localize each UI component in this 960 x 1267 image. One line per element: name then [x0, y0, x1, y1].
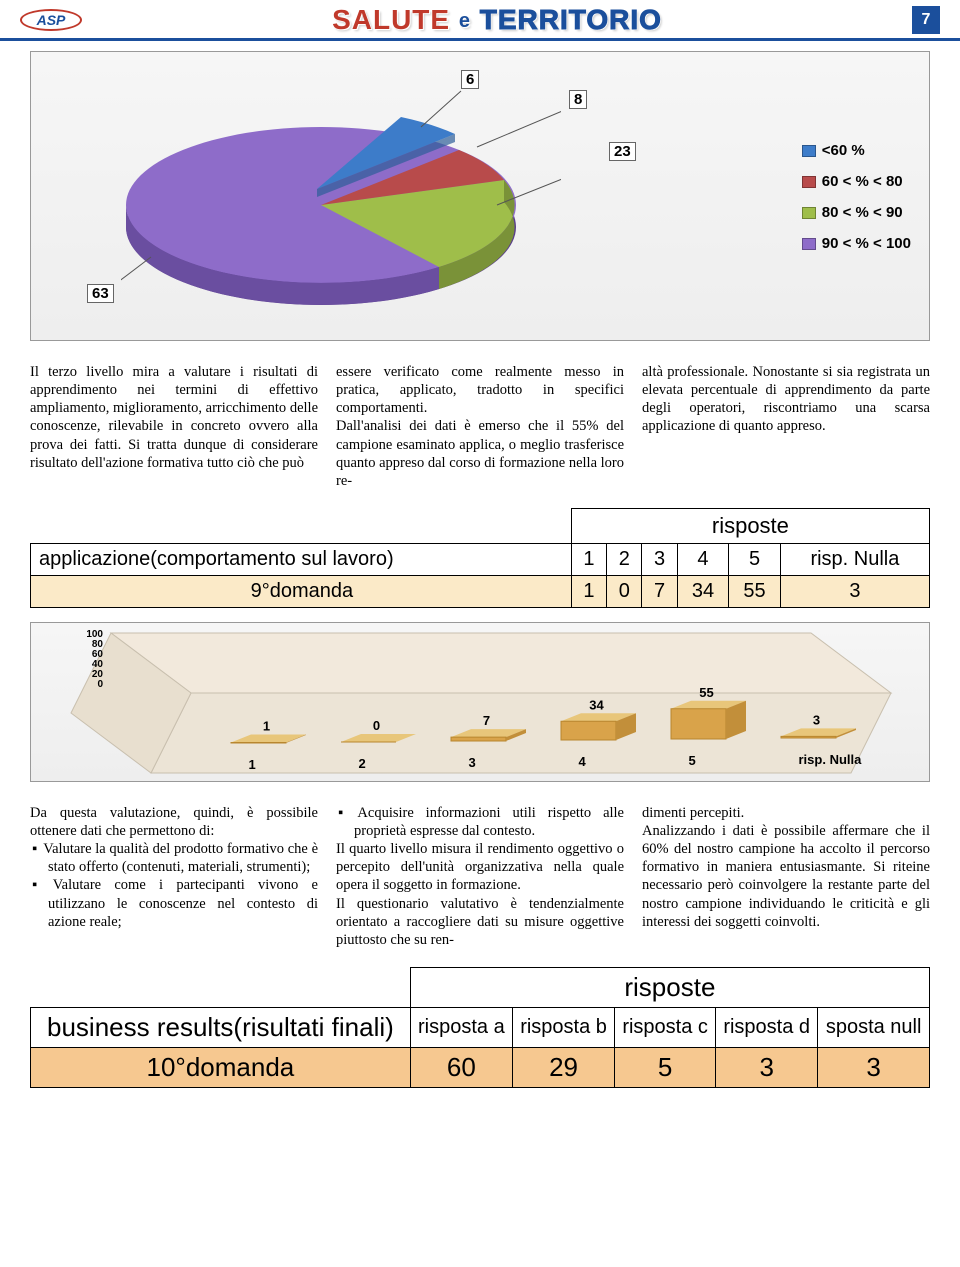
logo: ASP	[20, 9, 82, 31]
bullet-item: Valutare la qualità del prodotto formati…	[48, 840, 318, 876]
table1-row-label: applicazione(comportamento sul lavoro)	[31, 543, 572, 575]
text-block-2: Da questa valutazione, quindi, è possibi…	[0, 796, 960, 963]
table1-cell: 0	[607, 575, 642, 607]
page-title: SALUTE e TERRITORIO	[332, 4, 662, 36]
col2-bullet: Acquisire informazioni utili rispetto al…	[354, 804, 624, 840]
table2-col: sposta null	[818, 1007, 930, 1047]
table2-col: risposta a	[410, 1007, 512, 1047]
svg-text:risp. Nulla: risp. Nulla	[799, 752, 863, 767]
table1-cell: 55	[729, 575, 781, 607]
col-3: dimenti percepiti. Analizzando i dati è …	[642, 804, 930, 949]
col-2: Acquisire informazioni utili rispetto al…	[336, 804, 624, 949]
table1-data-label: 9°domanda	[31, 575, 572, 607]
table2-data-label: 10°domanda	[31, 1047, 411, 1087]
table2-row-label: business results(risultati finali)	[31, 1007, 411, 1047]
col-1: Da questa valutazione, quindi, è possibi…	[30, 804, 318, 949]
svg-text:0: 0	[373, 718, 380, 733]
legend-swatch	[802, 238, 816, 250]
table2-cell: 29	[512, 1047, 614, 1087]
col-1: Il terzo livello mira a valutare i risul…	[30, 363, 318, 490]
pie-callout: 23	[609, 142, 636, 161]
col1-bullets: Valutare la qualità del prodotto formati…	[30, 840, 318, 931]
pie-callout: 63	[87, 284, 114, 303]
svg-text:3: 3	[813, 712, 820, 727]
table2-cell: 3	[818, 1047, 930, 1087]
table1-col: 1	[571, 543, 606, 575]
legend-swatch	[802, 176, 816, 188]
table1-cell: 34	[677, 575, 729, 607]
table2-col: risposta d	[716, 1007, 818, 1047]
page-number-badge: 7	[912, 6, 940, 34]
legend-label: 90 < % < 100	[822, 235, 911, 252]
col-3: altà professionale. Nonostante si sia re…	[642, 363, 930, 490]
risposte-table-1: risposte applicazione(comportamento sul …	[30, 508, 930, 608]
table2-col: risposta c	[615, 1007, 716, 1047]
legend-swatch	[802, 145, 816, 157]
svg-text:2: 2	[359, 756, 366, 771]
bullet-item: Valutare come i partecipanti vivono e ut…	[48, 876, 318, 930]
svg-text:34: 34	[589, 697, 604, 712]
table1-col: 5	[729, 543, 781, 575]
legend-label: 80 < % < 90	[822, 204, 903, 221]
pie-graphic	[121, 85, 561, 320]
table1-col: 2	[607, 543, 642, 575]
legend-label: <60 %	[822, 142, 865, 159]
risposte-table-2: risposte business results(risultati fina…	[30, 967, 930, 1088]
table2-cell: 3	[716, 1047, 818, 1087]
col-2: essere verificato come realmente messo i…	[336, 363, 624, 490]
table2-col: risposta b	[512, 1007, 614, 1047]
legend-item: 80 < % < 90	[802, 204, 911, 221]
table2-cell: 5	[615, 1047, 716, 1087]
svg-text:1: 1	[249, 757, 256, 772]
svg-text:4: 4	[579, 754, 587, 769]
table2-header: risposte	[410, 967, 929, 1007]
title-amp: e	[459, 10, 471, 32]
svg-text:1: 1	[263, 718, 270, 733]
table1-cell: 3	[780, 575, 929, 607]
table1-col: 3	[642, 543, 677, 575]
page-header: ASP SALUTE e TERRITORIO 7	[0, 0, 960, 41]
text-block-1: Il terzo livello mira a valutare i risul…	[0, 355, 960, 504]
pie-legend: <60 % 60 < % < 80 80 < % < 90 90 < % < 100	[802, 142, 911, 266]
svg-text:55: 55	[699, 685, 713, 700]
svg-text:5: 5	[689, 753, 696, 768]
table1-col: risp. Nulla	[780, 543, 929, 575]
legend-item: 60 < % < 80	[802, 173, 911, 190]
svg-text:0: 0	[97, 679, 103, 690]
svg-text:7: 7	[483, 713, 490, 728]
legend-swatch	[802, 207, 816, 219]
table1-col: 4	[677, 543, 729, 575]
legend-label: 60 < % < 80	[822, 173, 903, 190]
col2-bullet-list: Acquisire informazioni utili rispetto al…	[336, 804, 624, 840]
pie-chart: 6 8 23 63 <60 % 60 < % < 80 80 < % < 90 90 < %…	[30, 51, 930, 341]
col2-rest: Il quarto livello misura il rendimento o…	[336, 841, 624, 948]
col1-intro: Da questa valutazione, quindi, è possibi…	[30, 805, 318, 839]
legend-item: <60 %	[802, 142, 911, 159]
title-part-b: TERRITORIO	[480, 4, 662, 35]
bar-chart: 1008060402001102733445553risp. Nulla	[30, 622, 930, 782]
table2-cell: 60	[410, 1047, 512, 1087]
pie-callout: 6	[461, 70, 479, 89]
table1-cell: 1	[571, 575, 606, 607]
legend-item: 90 < % < 100	[802, 235, 911, 252]
title-part-a: SALUTE	[332, 4, 450, 35]
svg-text:3: 3	[469, 755, 476, 770]
table1-header: risposte	[571, 508, 929, 543]
pie-callout: 8	[569, 90, 587, 109]
table1-cell: 7	[642, 575, 677, 607]
